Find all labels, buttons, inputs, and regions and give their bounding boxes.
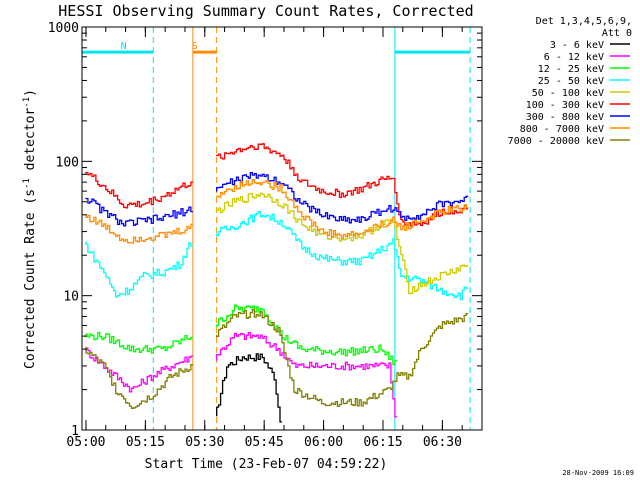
x-tick-label: 06:15 bbox=[363, 435, 402, 450]
legend-entry-label: 3 - 6 keV bbox=[550, 40, 604, 51]
legend-entry-label: 25 - 50 keV bbox=[538, 76, 604, 87]
y-axis-label-part: detector bbox=[23, 108, 38, 179]
series-line bbox=[85, 308, 469, 409]
series-lines bbox=[85, 143, 469, 423]
plot-frame bbox=[81, 26, 483, 431]
y-tick-label: 10 bbox=[63, 290, 79, 305]
y-axis-label-part: ) bbox=[23, 89, 38, 97]
legend-entry-label: 50 - 100 keV bbox=[532, 88, 604, 99]
legend-title: Det 1,3,4,5,6,9, bbox=[536, 16, 632, 27]
series-line bbox=[216, 353, 282, 423]
y-tick-label: 1000 bbox=[48, 21, 79, 36]
y-axis-label-part: -1 bbox=[22, 178, 32, 189]
y-axis-label-part: Corrected Count Rate (s bbox=[23, 189, 38, 369]
series-line bbox=[85, 332, 397, 418]
legend-entry-label: 800 - 7000 keV bbox=[520, 124, 604, 135]
timestamp: 28-Nov-2009 16:09 bbox=[562, 469, 634, 477]
series-line bbox=[85, 171, 469, 227]
x-tick-label: 05:00 bbox=[66, 435, 105, 450]
legend-entry-label: 6 - 12 keV bbox=[544, 52, 604, 63]
x-tick-label: 06:00 bbox=[304, 435, 343, 450]
series-line bbox=[85, 178, 469, 244]
night-label: N bbox=[121, 41, 127, 52]
legend-entry-label: 100 - 300 keV bbox=[526, 100, 604, 111]
x-tick-label: 05:45 bbox=[245, 435, 284, 450]
legend-entry-label: 300 - 800 keV bbox=[526, 112, 604, 123]
legend-title: Att 0 bbox=[602, 28, 632, 39]
series-line bbox=[85, 304, 397, 366]
x-tick-label: 06:30 bbox=[423, 435, 462, 450]
y-tick-label: 1 bbox=[71, 424, 79, 439]
x-axis-label: Start Time (23-Feb-07 04:59:22) bbox=[145, 457, 388, 472]
legend-entry-label: 7000 - 20000 keV bbox=[508, 136, 604, 147]
x-tick-label: 05:30 bbox=[185, 435, 224, 450]
axes: 1 10 100 1000 05:00 05:15 05:30 05:45 06:00 06:15… bbox=[48, 21, 483, 450]
y-axis-label-part: -1 bbox=[22, 97, 32, 108]
legend-entry-label: 12 - 25 keV bbox=[538, 64, 604, 75]
series-line bbox=[216, 192, 469, 295]
x-tick-label: 05:15 bbox=[126, 435, 165, 450]
chart-title: HESSI Observing Summary Count Rates, Cor… bbox=[58, 2, 473, 20]
series-line bbox=[85, 143, 469, 227]
saa-label: S bbox=[192, 41, 198, 52]
y-axis-label: Corrected Count Rate (s-1 detector-1) bbox=[22, 89, 38, 369]
y-tick-label: 100 bbox=[56, 155, 79, 170]
